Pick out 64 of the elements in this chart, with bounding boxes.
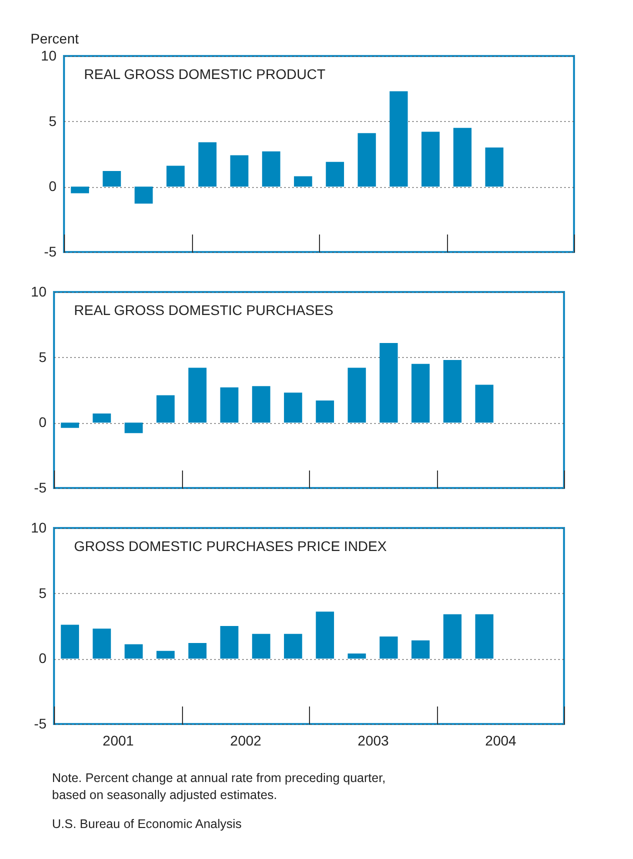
bar	[252, 634, 270, 659]
bar	[316, 612, 334, 659]
y-tick-label: 5	[48, 112, 57, 129]
x-tick-label: 2004	[485, 732, 517, 748]
bar	[475, 384, 494, 423]
text: REAL GROSS DOMESTIC PURCHASES	[74, 302, 334, 318]
bar	[188, 642, 207, 659]
bar	[294, 176, 312, 187]
y-tick-label: -5	[44, 244, 57, 260]
y-tick-label: 10	[30, 284, 47, 300]
bar	[421, 132, 440, 187]
y-tick-label: 5	[38, 348, 47, 365]
x-tick-label: 2002	[230, 732, 262, 748]
bar	[358, 133, 376, 187]
y-tick-label: 10	[30, 520, 47, 536]
bar	[348, 368, 366, 423]
bar	[70, 186, 90, 194]
bar	[262, 151, 280, 187]
bar	[380, 342, 398, 423]
bar	[380, 636, 398, 659]
y-axis-title: Percent	[30, 30, 79, 46]
bar	[411, 640, 430, 659]
bar	[124, 422, 143, 434]
bar	[60, 422, 80, 428]
bar	[316, 400, 334, 423]
y-tick-label: 5	[38, 584, 47, 601]
bar	[220, 387, 238, 423]
bar	[475, 614, 494, 659]
bar	[443, 614, 462, 659]
x-tick-label: 2003	[358, 732, 390, 748]
y-tick-label: 10	[40, 48, 57, 64]
bar	[453, 128, 472, 187]
text: U.S. Bureau of Economic Analysis	[52, 816, 243, 833]
bar	[485, 147, 504, 187]
text: Note. Percent change at annual rate from preceding quarter, based on seasonally adjusted estimates.	[52, 770, 387, 804]
y-tick-label: 0	[48, 178, 57, 194]
text: REAL GROSS DOMESTIC PRODUCT	[84, 66, 326, 82]
text: GROSS DOMESTIC PURCHASES PRICE INDEX	[74, 538, 388, 554]
bar	[348, 653, 366, 659]
y-tick-label: 0	[38, 414, 47, 430]
bar	[188, 368, 207, 423]
bar	[198, 142, 217, 187]
bar	[326, 162, 344, 187]
bar	[166, 166, 185, 187]
bar	[156, 650, 175, 659]
bar	[92, 628, 111, 659]
bar	[411, 364, 430, 423]
bar	[390, 91, 408, 187]
bar	[284, 634, 302, 659]
x-tick-label: 2001	[102, 732, 134, 748]
bar	[102, 170, 121, 187]
bar	[156, 395, 175, 423]
y-tick-label: -5	[34, 480, 47, 496]
bar	[60, 624, 80, 659]
bar	[252, 386, 270, 423]
y-tick-label: -5	[34, 716, 47, 732]
y-tick-label: 0	[38, 650, 47, 666]
bar	[443, 360, 462, 423]
bar	[92, 414, 111, 423]
bar	[124, 644, 143, 659]
bar	[230, 155, 248, 187]
bar	[134, 186, 153, 204]
bar	[284, 392, 302, 423]
bar	[220, 626, 238, 659]
